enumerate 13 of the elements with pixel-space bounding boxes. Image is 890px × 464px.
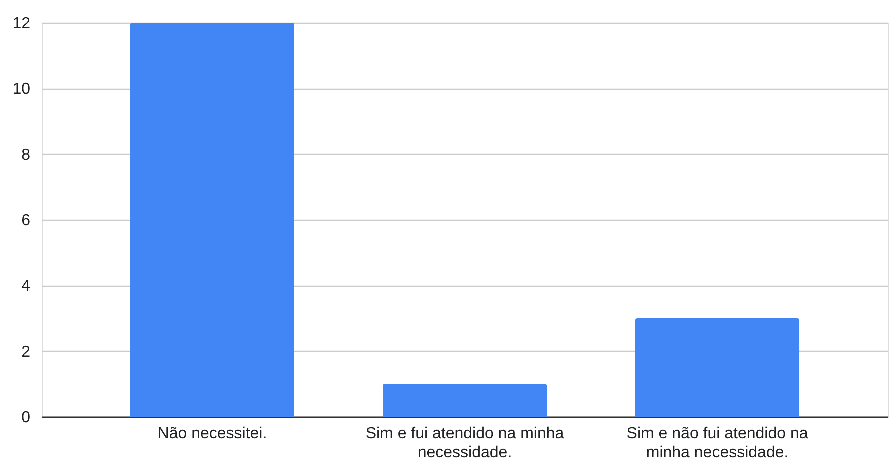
y-tick-label: 6 bbox=[22, 212, 31, 230]
y-tick-label: 8 bbox=[22, 146, 31, 164]
y-tick-label: 4 bbox=[22, 278, 31, 296]
x-tick-label: Sim e não fui atendido na minha necessidade. bbox=[626, 426, 808, 462]
y-tick-label: 2 bbox=[22, 344, 31, 361]
bar bbox=[130, 23, 295, 417]
y-tick-label: 12 bbox=[12, 16, 31, 32]
y-tick-label: 10 bbox=[12, 81, 31, 98]
bar bbox=[635, 318, 800, 417]
x-tick-label: Não necessitei. bbox=[158, 426, 268, 442]
bar bbox=[382, 384, 548, 417]
x-tick-label: Sim e fui atendido na minha necessidade. bbox=[366, 426, 564, 462]
y-tick-label: 0 bbox=[22, 410, 31, 426]
